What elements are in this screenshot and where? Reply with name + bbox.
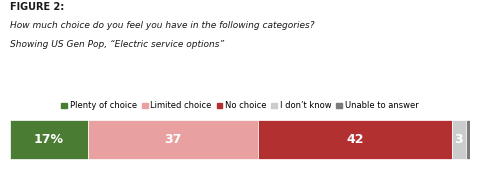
Text: Showing US Gen Pop, “Electric service options”: Showing US Gen Pop, “Electric service op… xyxy=(10,40,224,49)
Text: 17%: 17% xyxy=(34,133,64,146)
Text: FIGURE 2:: FIGURE 2: xyxy=(10,2,64,12)
Bar xyxy=(88,120,258,159)
Text: 3: 3 xyxy=(455,133,463,146)
Text: 37: 37 xyxy=(165,133,182,146)
Bar xyxy=(452,120,466,159)
Legend: Plenty of choice, Limited choice, No choice, I don’t know, Unable to answer: Plenty of choice, Limited choice, No cho… xyxy=(58,98,422,114)
Bar xyxy=(466,120,470,159)
Bar xyxy=(10,120,88,159)
Text: 42: 42 xyxy=(347,133,364,146)
Text: How much choice do you feel you have in the following categories?: How much choice do you feel you have in … xyxy=(10,21,314,30)
Bar xyxy=(258,120,452,159)
